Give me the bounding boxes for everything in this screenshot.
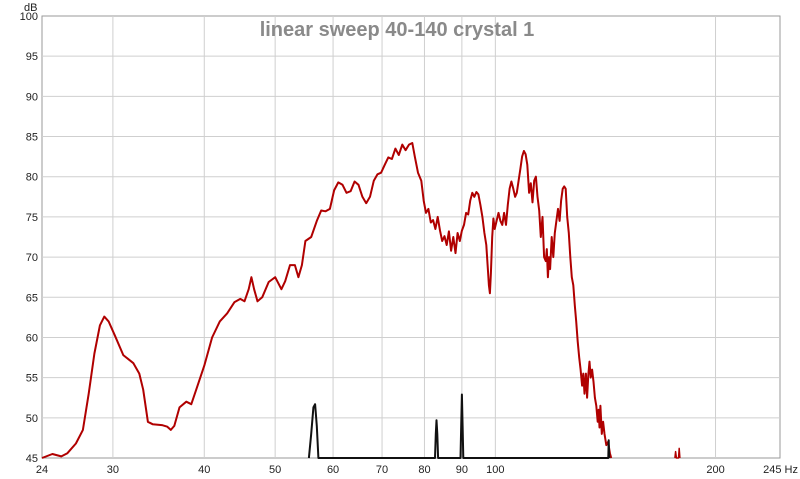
x-tick-label: 50: [269, 464, 281, 476]
x-tick-label: 100: [486, 464, 504, 476]
chart-title: linear sweep 40-140 crystal 1: [260, 19, 535, 41]
y-tick-label: 65: [26, 292, 38, 304]
y-tick-label: 70: [26, 252, 38, 264]
x-tick-labels: 24 30 40 50 60 70 80 90 100 200 245 Hz: [36, 464, 798, 476]
marker-peaks-line: [307, 393, 611, 459]
x-tick-label: 24: [36, 464, 48, 476]
grid: [42, 16, 780, 458]
y-tick-label: 45: [26, 453, 38, 465]
x-tick-label: 80: [418, 464, 430, 476]
x-tick-label: 200: [706, 464, 724, 476]
y-tick-label: 55: [26, 373, 38, 385]
y-tick-label: 100: [20, 11, 38, 23]
y-tick-label: 80: [26, 172, 38, 184]
x-tick-label: 90: [456, 464, 468, 476]
x-tick-label: 60: [327, 464, 339, 476]
x-tick-label: 70: [376, 464, 388, 476]
x-tick-label: 245 Hz: [763, 464, 798, 476]
y-axis-label: dB: [24, 2, 37, 14]
x-tick-label: 30: [107, 464, 119, 476]
response-fragment-line: [674, 447, 681, 459]
y-tick-label: 50: [26, 413, 38, 425]
y-tick-label: 60: [26, 332, 38, 344]
x-tick-label: 40: [198, 464, 210, 476]
y-tick-label: 95: [26, 51, 38, 63]
series-group: [41, 142, 681, 459]
y-tick-label: 85: [26, 132, 38, 144]
response-curve-line: [41, 142, 613, 459]
y-tick-labels: 45 50 55 60 65 70 75 80 85 90 95 100: [20, 11, 38, 465]
plot-area: [41, 15, 781, 459]
y-tick-label: 75: [26, 212, 38, 224]
y-tick-label: 90: [26, 91, 38, 103]
